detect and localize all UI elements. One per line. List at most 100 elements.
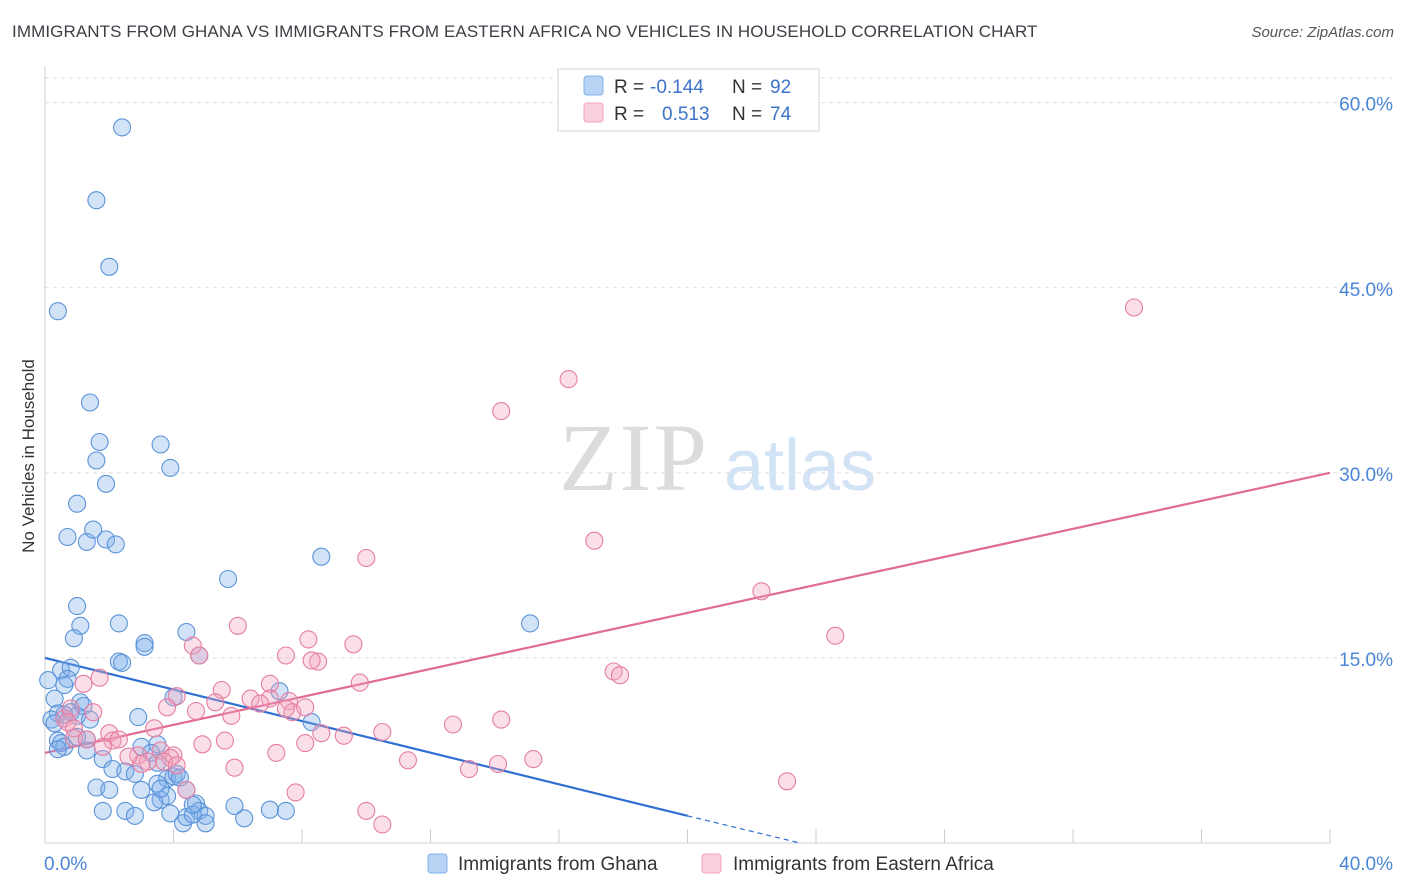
point-eastern-africa: [299, 630, 318, 649]
point-eastern-africa: [350, 673, 369, 692]
point-eastern-africa: [286, 783, 305, 802]
trend-lines: [44, 471, 1331, 844]
point-ghana: [183, 795, 202, 814]
point-eastern-africa: [186, 701, 206, 721]
point-ghana: [125, 764, 144, 783]
point-eastern-africa: [309, 652, 328, 671]
y-tick-label: 60.0%: [1339, 95, 1393, 116]
point-ghana: [183, 805, 202, 824]
point-ghana: [109, 614, 128, 633]
y-tick-label: 45.0%: [1339, 280, 1393, 301]
legend-label-ghana: Immigrants from Ghana: [458, 854, 658, 875]
trend-line-ghana-extension: [687, 815, 801, 844]
point-ghana: [260, 800, 279, 819]
point-eastern-africa: [524, 750, 543, 769]
point-ghana: [164, 767, 183, 786]
point-eastern-africa: [164, 746, 183, 765]
point-eastern-africa: [206, 693, 225, 712]
chart-title: IMMIGRANTS FROM GHANA VS IMMIGRANTS FROM…: [12, 22, 1038, 41]
point-eastern-africa: [193, 735, 212, 754]
point-eastern-africa: [241, 689, 260, 708]
watermark-zip: ZIP: [559, 404, 709, 511]
point-eastern-africa: [90, 668, 109, 687]
legend-swatch-eastern-africa: [583, 102, 604, 123]
data-points: [39, 118, 1144, 834]
tick-labels: 15.0% 30.0% 45.0% 60.0% 0.0% 40.0%: [44, 95, 1393, 875]
point-ghana: [55, 676, 74, 695]
legend-n-label-ghana: N =: [732, 77, 762, 98]
point-eastern-africa: [459, 759, 479, 779]
legend-swatch-bottom-eastern-africa: [701, 853, 722, 874]
point-eastern-africa: [302, 651, 321, 670]
point-ghana: [84, 520, 103, 539]
point-ghana: [135, 637, 154, 656]
point-eastern-africa: [228, 616, 247, 635]
legend-r-value-eastern-africa: 0.513: [662, 104, 710, 125]
point-ghana: [68, 494, 87, 513]
legend-swatch-bottom-ghana: [427, 853, 448, 874]
point-ghana: [80, 393, 100, 412]
point-eastern-africa: [225, 758, 244, 777]
point-ghana: [45, 689, 64, 708]
point-eastern-africa: [778, 772, 797, 791]
point-eastern-africa: [260, 689, 279, 708]
point-ghana: [521, 614, 540, 633]
legend-r-label-ghana: R =: [614, 77, 644, 98]
point-ghana: [87, 191, 106, 210]
point-eastern-africa: [276, 699, 295, 718]
point-ghana: [151, 779, 170, 798]
point-ghana: [196, 814, 215, 833]
legend-label-eastern-africa: Immigrants from Eastern Africa: [733, 854, 994, 875]
point-ghana: [312, 547, 331, 566]
source-credit: Source: ZipAtlas.com: [1251, 24, 1394, 41]
point-eastern-africa: [64, 729, 83, 748]
point-ghana: [113, 118, 132, 137]
grid-lines: [45, 77, 1392, 659]
point-eastern-africa: [610, 666, 630, 685]
point-eastern-africa: [373, 815, 392, 834]
point-eastern-africa: [260, 674, 279, 693]
legend-r-value-ghana: -0.144: [650, 77, 704, 98]
stats-legend: R = -0.144 N = 92 R = 0.513 N = 74: [557, 68, 820, 132]
point-eastern-africa: [158, 698, 177, 717]
point-ghana: [93, 801, 112, 820]
point-ghana: [132, 780, 151, 799]
point-eastern-africa: [77, 730, 96, 749]
watermark-atlas: atlas: [724, 426, 876, 506]
point-eastern-africa: [183, 636, 202, 655]
point-ghana: [100, 257, 119, 276]
point-eastern-africa: [296, 698, 315, 717]
point-ghana: [235, 809, 254, 828]
point-ghana: [48, 740, 67, 759]
point-ghana: [106, 535, 125, 554]
point-eastern-africa: [222, 706, 241, 725]
legend-swatch-ghana: [583, 75, 604, 96]
point-eastern-africa: [492, 710, 511, 729]
point-eastern-africa: [167, 756, 186, 775]
point-ghana: [48, 302, 67, 321]
point-eastern-africa: [296, 734, 315, 753]
point-eastern-africa: [488, 754, 508, 774]
point-ghana: [219, 569, 238, 589]
point-ghana: [96, 530, 116, 549]
trend-line-eastern-africa: [44, 471, 1331, 755]
point-eastern-africa: [74, 674, 93, 693]
point-ghana: [45, 714, 64, 733]
point-ghana: [100, 780, 119, 799]
point-ghana: [225, 796, 244, 816]
point-ghana: [39, 671, 58, 690]
point-eastern-africa: [109, 730, 128, 749]
point-eastern-africa: [251, 694, 270, 713]
series-legend: Immigrants from Ghana Immigrants from Ea…: [427, 853, 994, 875]
point-ghana: [96, 474, 116, 493]
point-eastern-africa: [826, 626, 845, 645]
legend-n-value-eastern-africa: 74: [770, 104, 792, 125]
point-ghana: [125, 806, 144, 825]
legend-r-label-eastern-africa: R =: [614, 104, 644, 125]
point-eastern-africa: [398, 751, 418, 770]
trend-line-ghana: [44, 656, 688, 817]
point-eastern-africa: [267, 743, 286, 762]
point-eastern-africa: [190, 646, 209, 665]
point-ghana: [68, 597, 87, 616]
point-ghana: [113, 653, 132, 672]
